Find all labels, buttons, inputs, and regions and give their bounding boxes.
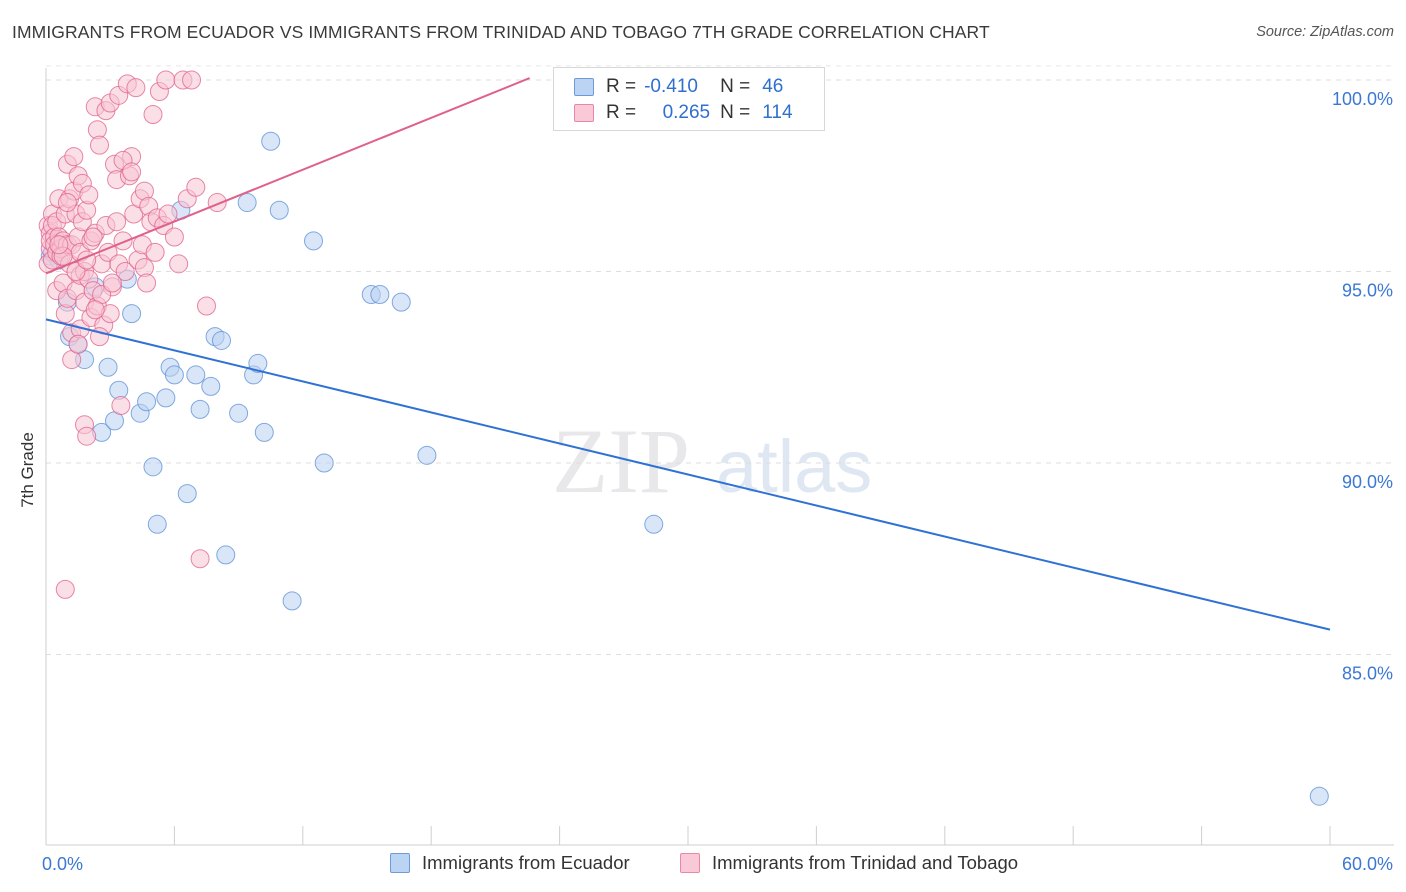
data-point: [211, 330, 231, 350]
legend-swatch-ecuador: [574, 78, 594, 96]
data-point: [143, 104, 163, 124]
data-point: [156, 70, 176, 90]
data-point: [186, 365, 206, 385]
data-point: [197, 296, 216, 316]
series-legend-label: Immigrants from Trinidad and Tobago: [712, 852, 1019, 873]
data-point: [644, 514, 664, 534]
series-legend-trinidad[interactable]: Immigrants from Trinidad and Tobago: [680, 852, 1018, 874]
data-point: [254, 422, 274, 442]
legend-r-value: 0.265: [662, 102, 711, 123]
data-point: [169, 254, 189, 274]
series-swatch-trinidad: [680, 853, 700, 873]
data-point: [55, 579, 75, 599]
data-point: [79, 185, 99, 205]
data-point: [314, 453, 334, 473]
data-point: [417, 445, 437, 465]
source-credit: Source: ZipAtlas.com: [1256, 24, 1394, 40]
data-point: [164, 365, 184, 385]
data-point: [64, 147, 84, 167]
y-tick-label: 85.0%: [1342, 664, 1393, 684]
data-point: [115, 262, 135, 281]
data-point: [237, 193, 257, 213]
data-point: [143, 457, 163, 477]
data-point: [177, 484, 197, 504]
x-tick-label: 60.0%: [1342, 854, 1393, 874]
data-point: [145, 242, 165, 262]
series-legend: Immigrants from Ecuador Immigrants from …: [0, 852, 1406, 878]
data-point: [83, 227, 103, 247]
data-point: [370, 284, 390, 304]
data-point: [261, 131, 281, 151]
series-legend-ecuador[interactable]: Immigrants from Ecuador: [390, 852, 630, 874]
legend-r-label: R =: [606, 102, 637, 123]
trend-lines: [45, 77, 1331, 631]
data-point: [1309, 786, 1329, 806]
data-point: [102, 273, 122, 293]
watermark-zip: ZIP: [552, 410, 690, 512]
legend-n-label: N =: [720, 76, 751, 97]
data-point: [122, 304, 142, 324]
data-point: [85, 300, 105, 320]
data-point: [107, 212, 127, 232]
legend-row-trinidad: R = 0.265 N = 114: [574, 100, 793, 126]
legend-n-value: 46: [762, 76, 784, 97]
data-point: [201, 376, 221, 396]
data-point: [98, 357, 118, 377]
y-tick-label: 90.0%: [1342, 472, 1393, 492]
series-trinidad: [38, 70, 227, 599]
data-point: [216, 545, 236, 565]
data-point: [77, 426, 97, 446]
legend-n-value: 114: [762, 102, 793, 123]
legend-n-label: N =: [720, 102, 751, 123]
data-point: [269, 200, 289, 220]
data-point: [158, 204, 178, 224]
data-point: [137, 273, 157, 293]
data-point: [90, 135, 109, 155]
data-point: [126, 78, 146, 98]
legend-row-ecuador: R = -0.410 N = 46: [574, 74, 783, 100]
y-axis-label: 7th Grade: [18, 432, 37, 508]
legend-r-value: -0.410: [644, 76, 698, 97]
data-point: [186, 177, 206, 197]
data-point: [282, 591, 302, 611]
data-point: [190, 399, 210, 419]
series-layer: [38, 70, 1329, 806]
data-point: [57, 193, 77, 213]
data-point: [248, 353, 268, 373]
series-swatch-ecuador: [390, 853, 410, 873]
data-point: [182, 70, 202, 90]
data-point: [147, 514, 167, 534]
watermark-atlas: atlas: [716, 425, 872, 508]
series-legend-label: Immigrants from Ecuador: [422, 852, 630, 873]
data-point: [156, 388, 176, 408]
trend-line-trinidad: [45, 77, 531, 275]
grid-lines: [46, 65, 1394, 655]
data-point: [68, 334, 88, 354]
y-tick-label: 95.0%: [1342, 281, 1393, 301]
data-point: [49, 235, 69, 255]
stats-legend: R = -0.410 N = 46 R = 0.265 N = 114: [553, 67, 825, 131]
x-tick-label: 0.0%: [42, 854, 83, 874]
data-point: [111, 396, 131, 416]
y-tick-label: 100.0%: [1332, 89, 1393, 109]
data-point: [391, 292, 411, 312]
chart-title: IMMIGRANTS FROM ECUADOR VS IMMIGRANTS FR…: [12, 22, 990, 42]
data-point: [137, 392, 157, 412]
data-point: [229, 403, 249, 423]
legend-r-label: R =: [606, 76, 637, 97]
data-point: [164, 227, 184, 247]
legend-swatch-trinidad: [574, 104, 594, 122]
data-point: [122, 162, 142, 182]
data-point: [190, 549, 210, 569]
data-point: [304, 231, 323, 251]
trend-line-ecuador: [45, 318, 1331, 631]
axes: 85.0% 90.0% 95.0% 100.0% 0.0% 60.0%: [42, 68, 1394, 874]
data-point: [113, 231, 133, 251]
